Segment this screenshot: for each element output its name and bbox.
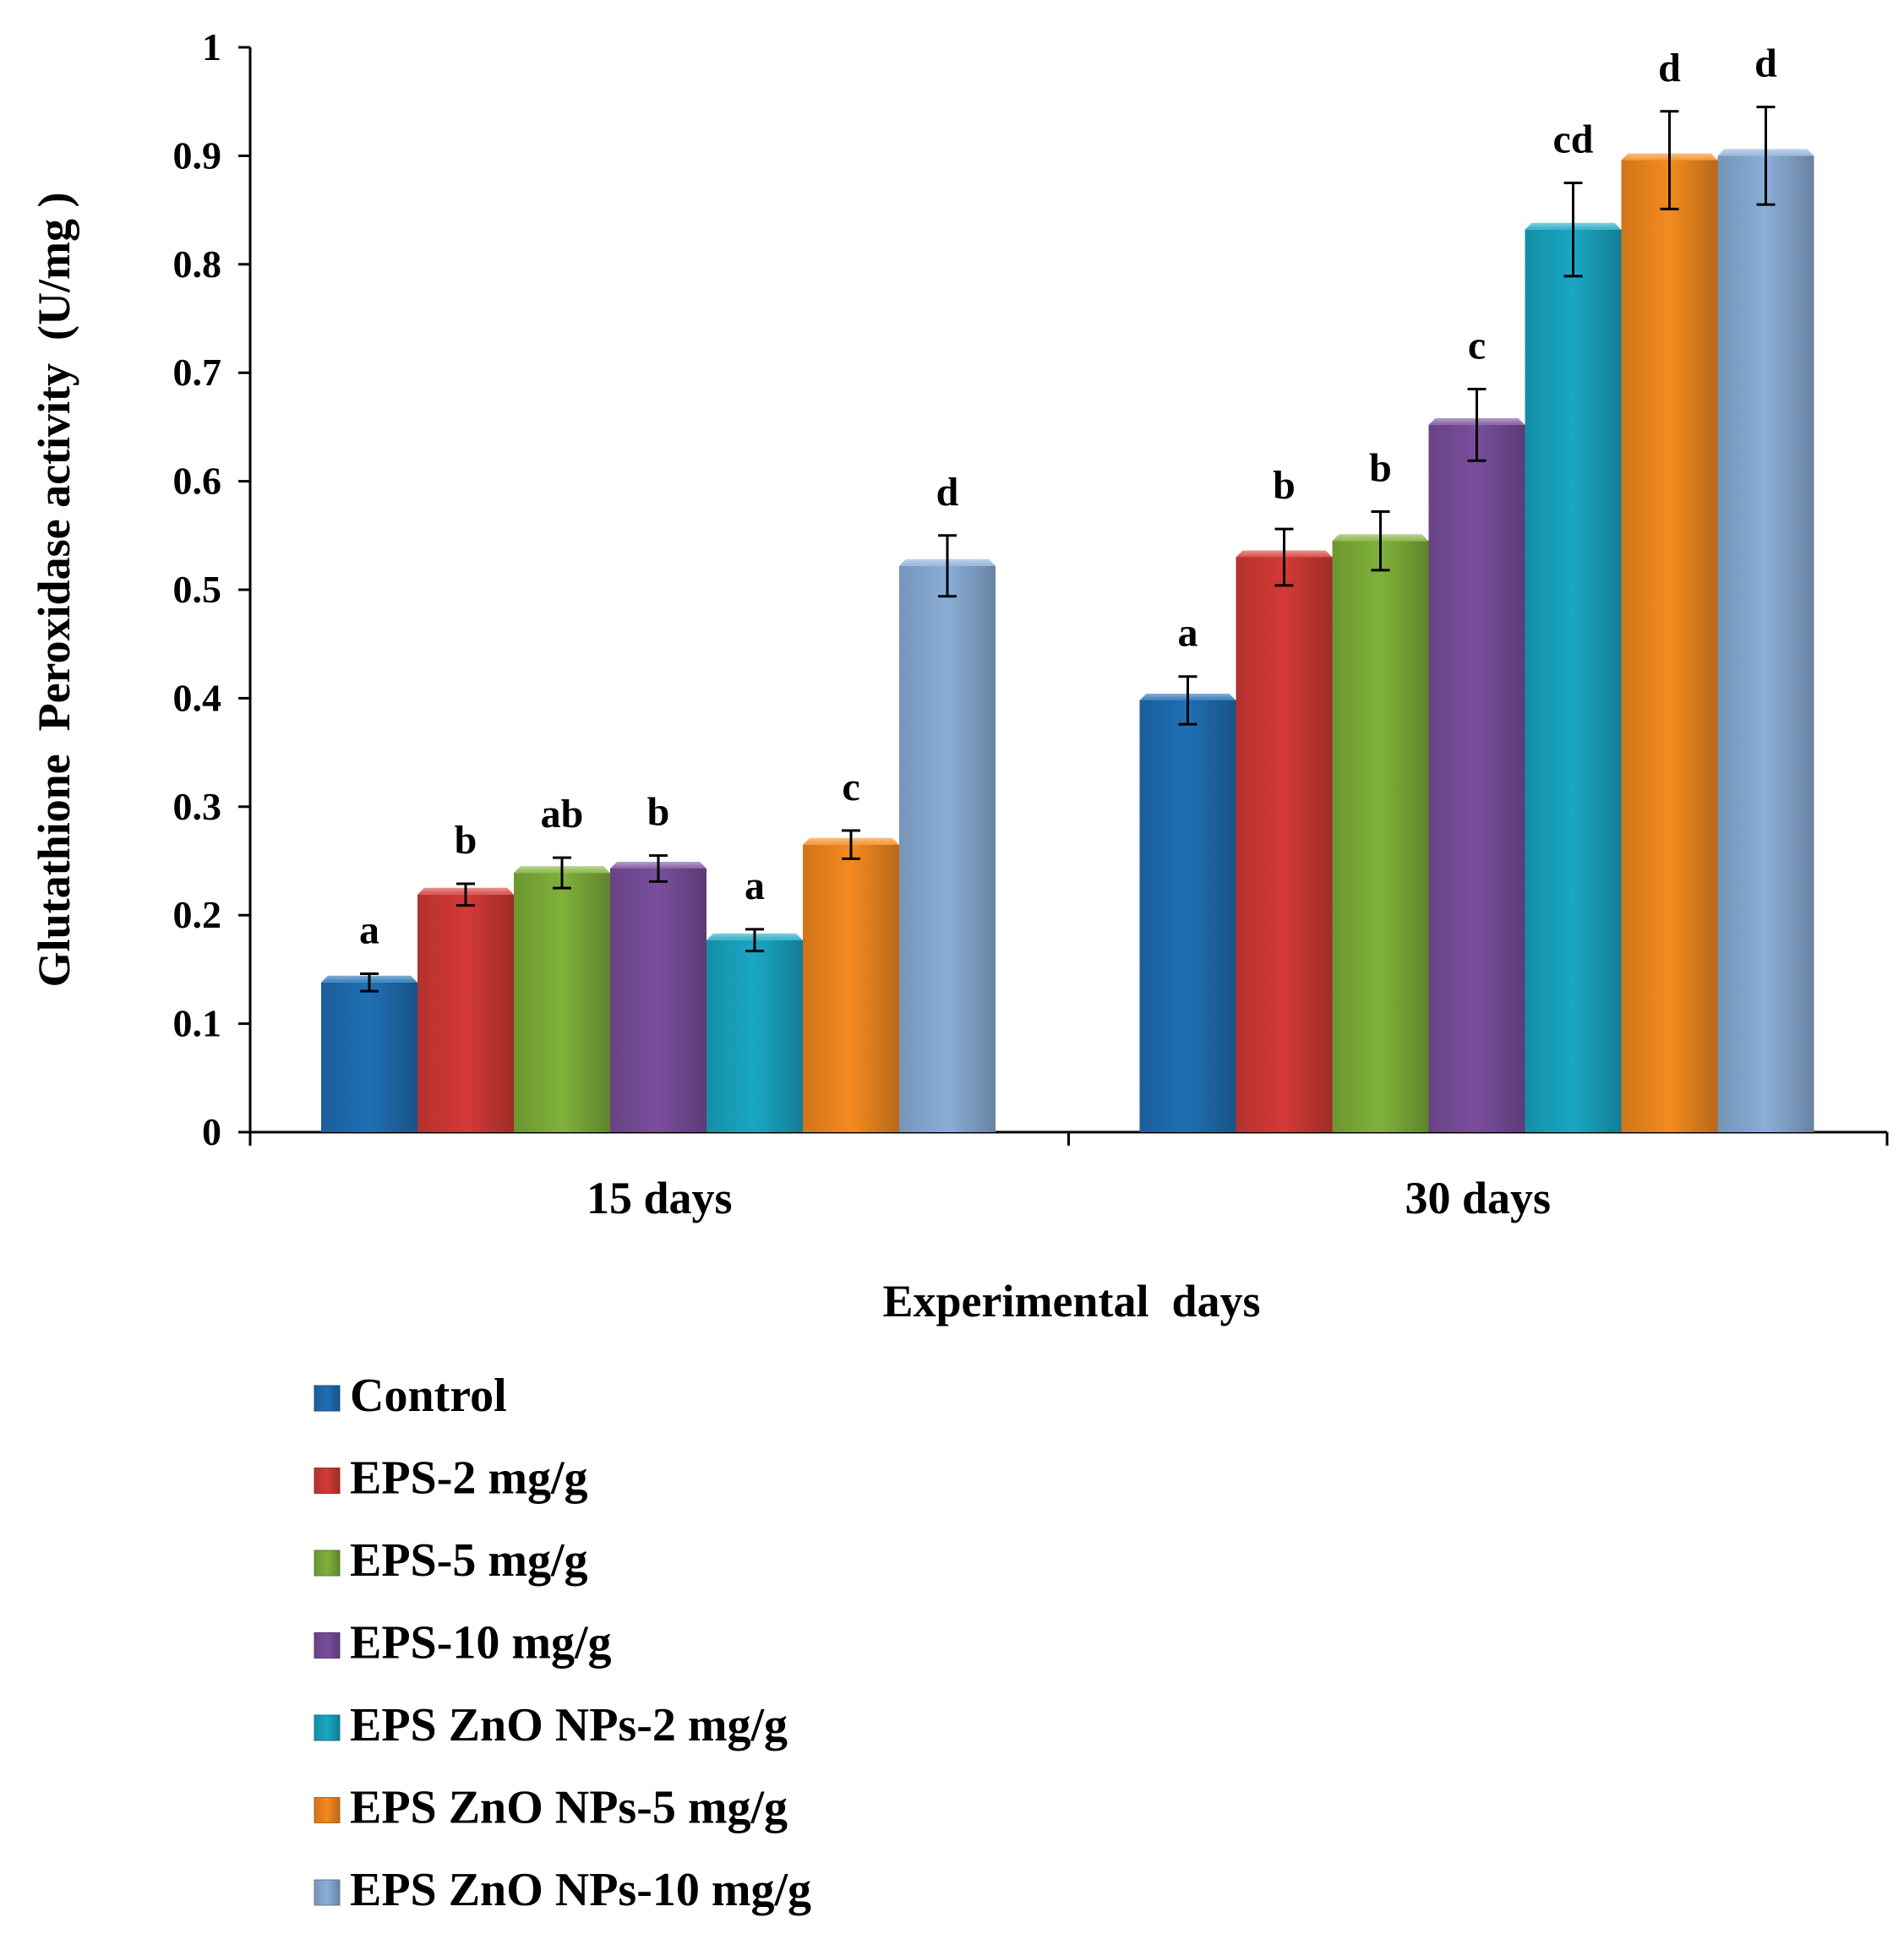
legend-item: EPS ZnO NPs-10 mg/g (314, 1864, 811, 1916)
bar (803, 844, 899, 1132)
bar (1525, 229, 1622, 1132)
legend-swatch (314, 1468, 341, 1494)
y-tick-label: 0.6 (173, 460, 222, 503)
y-tick-label: 0 (202, 1110, 221, 1153)
legend-swatch (314, 1714, 341, 1741)
bar (1717, 155, 1814, 1132)
error-bar (1563, 182, 1583, 278)
legend-label: EPS ZnO NPs-10 mg/g (350, 1864, 811, 1916)
legend-item: EPS ZnO NPs-5 mg/g (314, 1782, 788, 1834)
bar (1621, 160, 1718, 1132)
significance-letter: a (359, 908, 379, 953)
legend-item: EPS-10 mg/g (314, 1617, 612, 1669)
error-bar (1756, 106, 1776, 206)
legend-label: EPS ZnO NPs-5 mg/g (350, 1782, 788, 1834)
error-bar (649, 854, 668, 883)
labels: 15 days 30 days Experimental days Glutathio… (29, 41, 1777, 1326)
significance-letter: b (455, 818, 477, 863)
y-tick-label: 0.5 (173, 568, 222, 611)
y-tick-label: 0.1 (173, 1002, 222, 1045)
bar (1428, 424, 1525, 1132)
bar (514, 873, 610, 1132)
legend-swatch (314, 1632, 341, 1659)
significance-letter: a (745, 863, 765, 908)
x-tick-label: 15 days (586, 1173, 733, 1223)
error-bar (745, 928, 764, 953)
legend-label: EPS-10 mg/g (350, 1617, 612, 1669)
significance-letter: b (1273, 463, 1296, 508)
y-tick-label: 0.9 (173, 133, 222, 177)
significance-letter: a (1178, 611, 1198, 656)
legend-label: EPS ZnO NPs-2 mg/g (350, 1699, 788, 1751)
y-tick-label: 0.3 (173, 785, 222, 828)
y-tick-label: 0.7 (173, 351, 222, 394)
legend-swatch (314, 1385, 341, 1412)
significance-letter: ab (541, 792, 584, 836)
bar (899, 565, 996, 1132)
error-bar (553, 856, 571, 890)
legend-swatch (314, 1550, 341, 1577)
legend: Control EPS-2 mg/g EPS-5 mg/g EPS-10 mg/g EP… (314, 1370, 811, 1916)
bar (417, 894, 514, 1132)
error-bar (1371, 510, 1390, 572)
error-bar (842, 829, 860, 860)
error-bar (938, 534, 957, 598)
error-bar (456, 882, 475, 907)
x-axis-title: Experimental days (882, 1276, 1260, 1326)
x-tick-label: 30 days (1405, 1173, 1551, 1223)
bar (1332, 541, 1429, 1132)
error-bar (1660, 110, 1679, 210)
error-bar (1178, 675, 1198, 726)
significance-letter: b (647, 790, 670, 835)
bar (610, 868, 706, 1132)
significance-letter: d (1754, 41, 1777, 86)
significance-letter: c (1468, 323, 1486, 368)
legend-label: EPS-2 mg/g (350, 1452, 588, 1505)
legend-swatch (314, 1879, 341, 1906)
legend-swatch (314, 1797, 341, 1823)
y-tick-label: 0.4 (173, 676, 222, 719)
y-axis-title: Glutathione Peroxidase activity (U/mg ) (29, 193, 79, 988)
bar (706, 940, 803, 1132)
significance-letter: d (1658, 46, 1681, 90)
bar (1139, 700, 1236, 1132)
y-tick-label: 0.8 (173, 242, 222, 286)
bars (321, 106, 1814, 1132)
legend-item: EPS ZnO NPs-2 mg/g (314, 1699, 788, 1751)
significance-letter: b (1369, 446, 1392, 491)
significance-letter: cd (1553, 117, 1594, 162)
legend-item: EPS-2 mg/g (314, 1452, 588, 1505)
significance-letter: d (936, 470, 959, 515)
legend-item: Control (314, 1370, 507, 1422)
legend-item: EPS-5 mg/g (314, 1534, 588, 1587)
significance-letter: c (842, 765, 859, 809)
error-bar (1274, 527, 1294, 587)
bar (1236, 557, 1333, 1132)
bar (321, 982, 417, 1132)
legend-label: Control (350, 1370, 507, 1422)
error-bar (360, 972, 379, 993)
y-tick-label: 1 (202, 25, 221, 68)
error-bar (1467, 387, 1487, 462)
y-tick-label: 0.2 (173, 893, 222, 936)
legend-label: EPS-5 mg/g (350, 1534, 588, 1587)
